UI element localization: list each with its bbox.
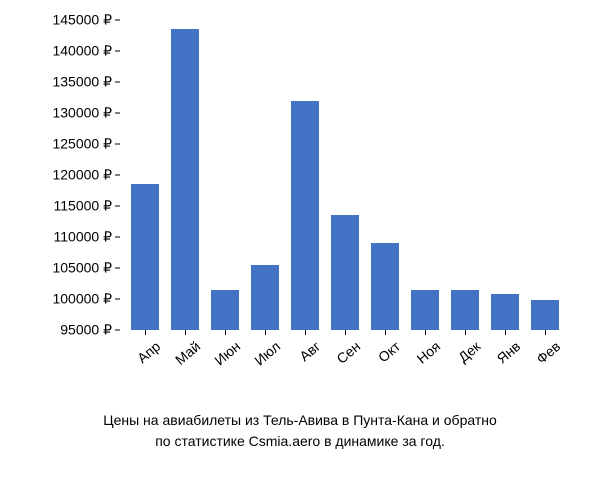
x-tick-label: Апр xyxy=(125,338,163,373)
y-tick-mark xyxy=(115,206,120,207)
y-tick-mark xyxy=(115,299,120,300)
y-tick-label: 115000 ₽ xyxy=(54,198,112,215)
x-tick-mark xyxy=(345,330,346,335)
x-tick-mark xyxy=(545,330,546,335)
y-tick-mark xyxy=(115,268,120,269)
x-tick-label: Май xyxy=(165,338,203,373)
bar xyxy=(251,265,280,330)
chart-caption: Цены на авиабилеты из Тель-Авива в Пунта… xyxy=(0,410,600,452)
x-tick-mark xyxy=(225,330,226,335)
y-tick-mark xyxy=(115,175,120,176)
y-axis: 95000 ₽100000 ₽105000 ₽110000 ₽115000 ₽1… xyxy=(20,20,120,330)
y-tick-label: 100000 ₽ xyxy=(52,291,112,308)
x-tick-label: Сен xyxy=(325,338,363,373)
x-tick-mark xyxy=(425,330,426,335)
x-axis: АпрМайИюнИюлАвгСенОктНояДекЯнвФев xyxy=(125,330,565,390)
y-tick-label: 135000 ₽ xyxy=(52,74,112,91)
bar xyxy=(411,290,440,330)
x-tick-label: Июл xyxy=(245,338,283,373)
x-tick-label: Фев xyxy=(525,338,563,373)
y-tick-mark xyxy=(115,237,120,238)
x-tick-mark xyxy=(305,330,306,335)
x-tick-label: Окт xyxy=(365,338,403,373)
y-tick-label: 125000 ₽ xyxy=(52,136,112,153)
y-tick-label: 140000 ₽ xyxy=(52,43,112,60)
y-tick-label: 130000 ₽ xyxy=(52,105,112,122)
x-tick-mark xyxy=(385,330,386,335)
bar xyxy=(491,294,520,330)
y-tick-label: 105000 ₽ xyxy=(52,260,112,277)
bar xyxy=(331,215,360,330)
y-tick-mark xyxy=(115,82,120,83)
plot-area xyxy=(125,20,565,330)
caption-line-1: Цены на авиабилеты из Тель-Авива в Пунта… xyxy=(0,410,600,431)
bar xyxy=(291,101,320,330)
x-tick-mark xyxy=(465,330,466,335)
x-tick-mark xyxy=(265,330,266,335)
bar xyxy=(371,243,400,330)
bar xyxy=(531,300,560,330)
x-tick-mark xyxy=(145,330,146,335)
x-tick-mark xyxy=(185,330,186,335)
y-tick-mark xyxy=(115,51,120,52)
bar xyxy=(171,29,200,330)
bar xyxy=(211,290,240,330)
y-tick-label: 110000 ₽ xyxy=(54,229,112,246)
x-tick-label: Авг xyxy=(285,338,323,373)
x-tick-label: Дек xyxy=(445,338,483,373)
x-tick-mark xyxy=(505,330,506,335)
y-tick-mark xyxy=(115,113,120,114)
bar xyxy=(451,290,480,330)
y-tick-mark xyxy=(115,330,120,331)
price-chart: 95000 ₽ 100000 ₽ 105000 ₽ 110000 ₽ 115000 ₽ 1… xyxy=(20,10,580,390)
bar xyxy=(131,184,160,330)
x-tick-label: Янв xyxy=(485,338,523,373)
y-tick-label: 145000 ₽ xyxy=(52,12,112,29)
caption-line-2: по статистике Csmia.aero в динамике за г… xyxy=(0,431,600,452)
x-tick-label: Июн xyxy=(205,338,243,373)
y-tick-label: 95000 ₽ xyxy=(60,322,112,339)
y-tick-mark xyxy=(115,144,120,145)
y-tick-mark xyxy=(115,20,120,21)
y-tick-label: 120000 ₽ xyxy=(52,167,112,184)
x-tick-label: Ноя xyxy=(405,338,443,373)
